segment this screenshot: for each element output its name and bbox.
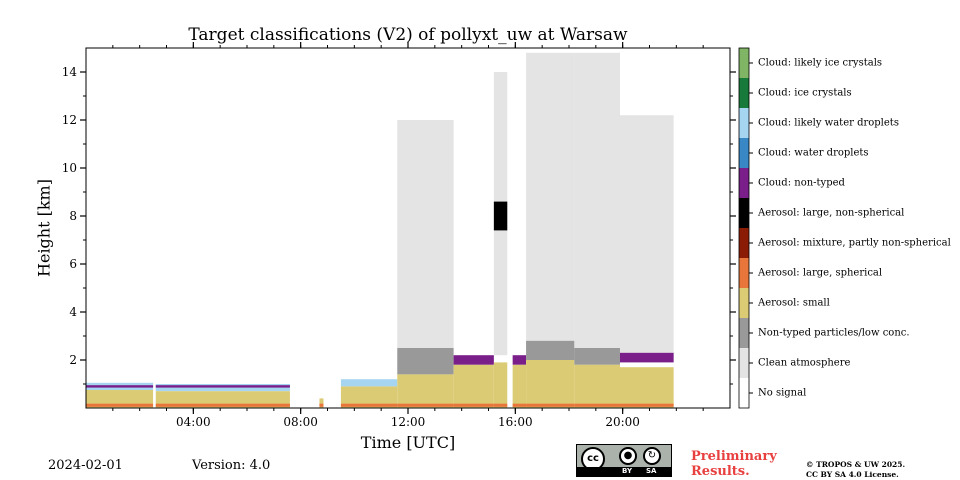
preliminary-results-note: Preliminary Results. — [691, 449, 777, 479]
colorbar-swatch — [739, 228, 749, 258]
segment-3-surface-layer — [340, 403, 398, 407]
colorbar-label: Non-typed particles/low conc. — [758, 327, 910, 339]
segment-6-layer-1 — [493, 201, 508, 231]
segment-2-surface-layer — [319, 403, 324, 407]
segment-10-layer-0 — [619, 352, 674, 363]
version-label: Version: 4.0 — [192, 458, 271, 473]
cc-badge-bar — [577, 467, 671, 476]
colorbar-label: Cloud: non-typed — [758, 177, 845, 189]
segment-8-layer-1 — [526, 52, 575, 341]
segment-5-layer-0 — [453, 355, 494, 365]
segment-5-surface-layer — [453, 403, 494, 407]
y-axis-label: Height [km] — [34, 179, 54, 277]
colorbar-swatch — [739, 378, 749, 408]
y-tick-label: 6 — [69, 257, 77, 271]
sa-label: SA — [646, 467, 657, 475]
date-label: 2024-02-01 — [48, 458, 123, 473]
colorbar-swatch — [739, 108, 749, 138]
segment-4-surface-layer — [397, 403, 454, 407]
colorbar-label: Aerosol: large, spherical — [758, 267, 883, 279]
colorbar-swatch — [739, 168, 749, 198]
segment-5-aerosol — [453, 364, 494, 408]
segment-10-layer-1 — [619, 115, 674, 353]
attribution-icon: ● — [619, 447, 637, 465]
segment-4-layer-0 — [397, 348, 454, 375]
colorbar-label: No signal — [758, 387, 807, 399]
colorbar-swatch — [739, 348, 749, 378]
colorbar-label: Aerosol: mixture, partly non-spherical — [758, 237, 951, 249]
x-tick-label: 20:00 — [605, 415, 640, 429]
share-alike-icon: ↻ — [643, 447, 661, 465]
by-label: BY — [622, 467, 633, 475]
x-tick-label: 12:00 — [391, 415, 426, 429]
colorbar-swatch — [739, 258, 749, 288]
chart-title: Target classifications (V2) of pollyxt_u… — [188, 25, 628, 45]
segment-0-aerosol — [86, 390, 154, 408]
segment-4-aerosol — [397, 374, 454, 408]
y-tick-label: 14 — [62, 65, 78, 79]
segment-7-aerosol — [512, 364, 527, 408]
colorbar-label: Cloud: ice crystals — [758, 87, 852, 99]
x-tick-label: 16:00 — [498, 415, 533, 429]
colorbar-swatch — [739, 318, 749, 348]
colorbar-swatch — [739, 78, 749, 108]
segment-10-aerosol — [619, 367, 674, 408]
segment-8-aerosol — [526, 360, 575, 408]
segment-1-surface-layer — [155, 403, 290, 407]
segment-2-aerosol — [319, 398, 324, 408]
segment-4-layer-1 — [397, 120, 454, 348]
segment-1-layer-1 — [155, 385, 290, 388]
y-tick-label: 10 — [62, 161, 77, 175]
segment-0-layer-1 — [86, 385, 154, 388]
segment-6-aerosol — [493, 362, 508, 408]
colorbar-label: Cloud: water droplets — [758, 147, 869, 159]
segment-9-layer-1 — [574, 52, 620, 349]
segment-0-surface-layer — [86, 403, 154, 407]
x-axis-label: Time [UTC] — [360, 433, 456, 452]
segment-8-surface-layer — [526, 403, 575, 407]
colorbar-swatch — [739, 48, 749, 78]
x-tick-label: 08:00 — [283, 415, 318, 429]
segment-7-layer-0 — [512, 355, 527, 365]
segment-3-aerosol — [340, 386, 398, 408]
segment-3-layer-0 — [340, 379, 398, 387]
colorbar-swatch — [739, 288, 749, 318]
y-tick-label: 8 — [69, 209, 77, 223]
segment-6-surface-layer — [493, 403, 508, 407]
colorbar-label: Cloud: likely ice crystals — [758, 57, 883, 69]
cc-license-badge: cc ● ↻ BY SA — [576, 444, 672, 477]
x-tick-label: 04:00 — [176, 415, 211, 429]
segment-9-surface-layer — [574, 403, 620, 407]
segment-9-aerosol — [574, 364, 620, 408]
colorbar-frame — [738, 47, 750, 409]
colorbar-label: Aerosol: large, non-spherical — [758, 207, 905, 219]
colorbar-swatch — [739, 198, 749, 228]
colorbar-label: Cloud: likely water droplets — [758, 117, 899, 129]
y-tick-label: 4 — [69, 305, 77, 319]
segment-10-surface-layer — [619, 403, 674, 407]
segment-7-surface-layer — [512, 403, 527, 407]
copyright-note: © TROPOS & UW 2025. CC BY SA 4.0 License… — [806, 460, 906, 479]
segment-9-layer-0 — [574, 348, 620, 365]
colorbar-label: Clean atmosphere — [758, 357, 851, 369]
segment-8-layer-0 — [526, 340, 575, 360]
y-tick-label: 12 — [62, 113, 77, 127]
y-tick-label: 2 — [69, 353, 77, 367]
colorbar-label: Aerosol: small — [758, 297, 830, 309]
colorbar-swatch — [739, 138, 749, 168]
